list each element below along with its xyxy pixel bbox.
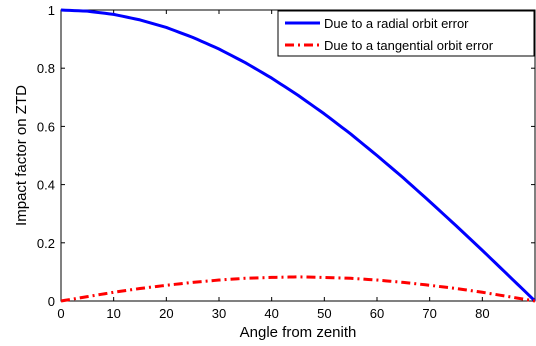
y-axis: 0 0.2 0.4 0.6 0.8 1: [37, 3, 535, 309]
x-axis: 0 10 20 30 40 50 60 70 80: [57, 10, 490, 321]
y-tick-label: 0: [48, 294, 55, 309]
x-tick-label: 40: [264, 306, 278, 321]
x-tick-label: 70: [422, 306, 436, 321]
legend-label-tangential: Due to a tangential orbit error: [324, 38, 494, 53]
series-line-tangential: [60, 275, 536, 303]
legend-box: [277, 10, 535, 57]
y-tick-label: 0.8: [37, 61, 55, 76]
x-tick-label: 60: [370, 306, 384, 321]
x-tick-label: 50: [317, 306, 331, 321]
x-tick-label: 10: [106, 306, 120, 321]
y-tick-label: 0.4: [37, 178, 55, 193]
x-tick-label: 20: [159, 306, 173, 321]
x-tick-label: 80: [475, 306, 489, 321]
series-line-radial: [60, 8, 536, 303]
legend-label-radial: Due to a radial orbit error: [324, 16, 469, 31]
y-axis-title: Impact factor on ZTD: [13, 85, 30, 226]
series-layer: [60, 8, 536, 303]
y-tick-label: 0.2: [37, 236, 55, 251]
y-tick-label: 1: [48, 3, 55, 18]
x-axis-title: Angle from zenith: [240, 324, 357, 341]
plot-area: [60, 9, 536, 302]
y-tick-label: 0.6: [37, 119, 55, 134]
x-tick-label: 30: [212, 306, 226, 321]
legend: Due to a radial orbit error Due to a tan…: [277, 10, 535, 57]
x-tick-label: 0: [57, 306, 64, 321]
